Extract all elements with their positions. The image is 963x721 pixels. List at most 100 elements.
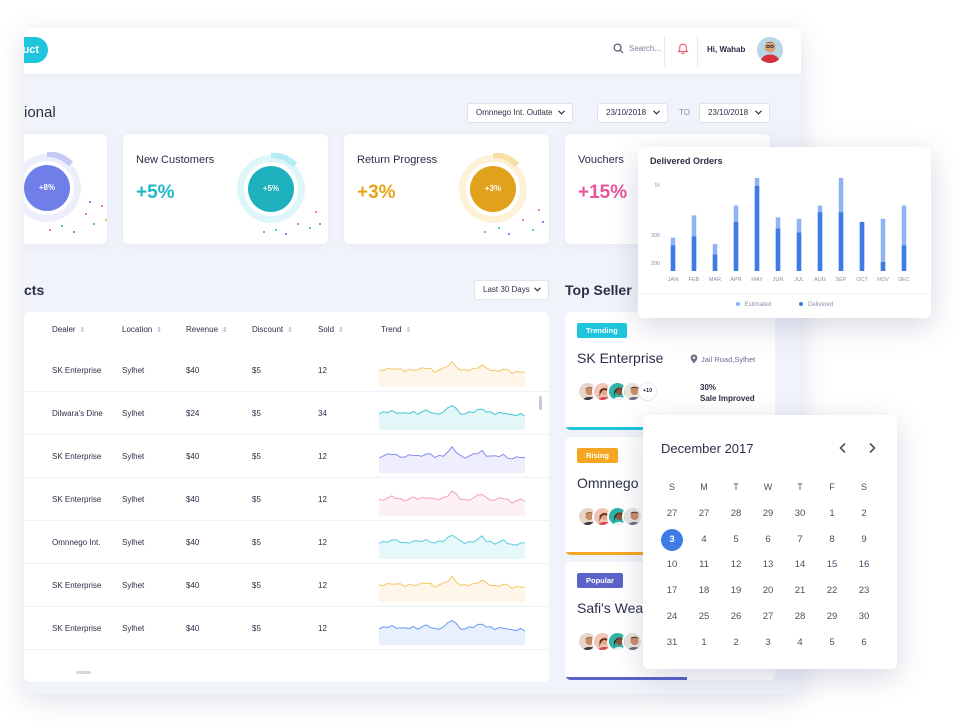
date-to-select[interactable]: 23/10/2018: [699, 103, 770, 123]
chevron-left-icon[interactable]: [836, 441, 850, 455]
search-box[interactable]: Search...: [613, 43, 661, 54]
bar-delivered[interactable]: [775, 228, 781, 271]
bar-estimated[interactable]: [901, 205, 907, 271]
calendar-day[interactable]: 18: [698, 585, 710, 597]
bar-delivered[interactable]: [796, 232, 802, 271]
weekday-label: T: [733, 482, 739, 492]
calendar-day[interactable]: 29: [826, 610, 838, 622]
calendar-day[interactable]: 29: [762, 508, 774, 519]
calendar-day[interactable]: 20: [762, 585, 774, 597]
bar-delivered[interactable]: [859, 221, 865, 271]
table-row[interactable]: SK Enterprise Sylhet $40 $5 12: [24, 607, 549, 650]
calendar-day[interactable]: 27: [762, 610, 774, 622]
bar-delivered[interactable]: [880, 261, 886, 271]
chevron-right-icon[interactable]: [865, 441, 879, 455]
user-avatar[interactable]: [757, 37, 783, 63]
calendar-day[interactable]: 9: [861, 533, 867, 545]
bar-delivered[interactable]: [691, 236, 697, 271]
stat-card-new-customers[interactable]: New Customers +5% +5%: [123, 134, 328, 244]
calendar-day[interactable]: 28: [730, 508, 742, 519]
calendar-day[interactable]: 2: [733, 636, 739, 648]
column-header-dealer[interactable]: Dealer ⇕: [52, 325, 86, 334]
calendar-day[interactable]: 4: [701, 533, 707, 545]
user-greeting[interactable]: Hi, Wahab: [707, 45, 746, 54]
seller-badge: Popular: [577, 573, 623, 588]
avatar: [577, 506, 598, 527]
column-header-location[interactable]: Location ⇕: [122, 325, 163, 334]
legend-item-estimated[interactable]: Estimated: [735, 302, 771, 308]
calendar-day[interactable]: 31: [666, 636, 678, 648]
calendar-day[interactable]: 6: [861, 636, 867, 648]
legend-dot: [799, 302, 803, 307]
outlet-select[interactable]: Omnnego Int. Outlate: [467, 103, 573, 123]
calendar-day[interactable]: 19: [730, 585, 742, 597]
calendar-day[interactable]: 21: [794, 585, 806, 597]
avatar: [622, 506, 643, 527]
calendar-day[interactable]: 27: [666, 508, 678, 519]
calendar-day[interactable]: 16: [858, 559, 870, 571]
table-row[interactable]: Omnnego Int. Sylhet $40 $5 12: [24, 521, 549, 564]
calendar-day[interactable]: 30: [794, 508, 806, 519]
calendar-day[interactable]: 28: [794, 610, 806, 622]
calendar-day[interactable]: 11: [699, 559, 709, 571]
divider: [697, 36, 698, 66]
bar-delivered[interactable]: [817, 212, 823, 271]
bar-estimated[interactable]: [880, 218, 886, 271]
column-header-revenue[interactable]: Revenue ⇕: [186, 325, 228, 334]
legend-item-delivered[interactable]: Delivered: [799, 302, 833, 308]
seller-card-trending[interactable]: Trending SK Enterprise Jail Road,Sylhet …: [565, 312, 775, 430]
table-row[interactable]: SK Enterprise Sylhet $40 $5 12: [24, 349, 549, 392]
trend-sparkline: [379, 445, 525, 473]
bar-delivered[interactable]: [733, 221, 739, 271]
calendar-day[interactable]: 27: [698, 508, 710, 519]
calendar-day[interactable]: 3: [765, 636, 771, 648]
bar-delivered[interactable]: [712, 254, 718, 271]
date-from-select[interactable]: 23/10/2018: [597, 103, 668, 123]
bell-icon[interactable]: [677, 43, 689, 55]
calendar-day[interactable]: 15: [826, 559, 838, 571]
table-row[interactable]: SK Enterprise Sylhet $40 $5 12: [24, 435, 549, 478]
calendar-day[interactable]: 6: [765, 533, 771, 545]
calendar-day[interactable]: 3: [661, 528, 683, 551]
calendar-day[interactable]: 2: [861, 508, 867, 519]
calendar-day[interactable]: 7: [797, 533, 803, 545]
column-header-trend[interactable]: Trend ⇕: [381, 325, 412, 334]
calendar-day[interactable]: 4: [797, 636, 803, 648]
trend-sparkline: [379, 534, 525, 559]
calendar-day[interactable]: 5: [733, 533, 739, 545]
bar-delivered[interactable]: [754, 185, 760, 271]
calendar-day[interactable]: 23: [858, 585, 870, 597]
calendar-day[interactable]: 12: [730, 559, 742, 571]
calendar-day[interactable]: 17: [666, 585, 678, 597]
calendar-day[interactable]: 13: [762, 559, 774, 571]
table-row[interactable]: SK Enterprise Sylhet $40 $5 12: [24, 478, 549, 521]
x-tick-label: SEP: [835, 277, 846, 283]
calendar-day[interactable]: 1: [701, 636, 707, 648]
stat-card-return-progress[interactable]: Return Progress +3% +3%: [344, 134, 549, 244]
bar-delivered[interactable]: [670, 245, 676, 271]
calendar-day[interactable]: 5: [829, 636, 835, 648]
table-row[interactable]: SK Enterprise Sylhet $40 $5 12: [24, 564, 549, 607]
calendar-day[interactable]: 30: [858, 610, 870, 622]
stat-donut: +8%: [24, 151, 83, 224]
calendar-day[interactable]: 10: [666, 559, 678, 571]
calendar-day[interactable]: 26: [730, 610, 742, 622]
bar-delivered[interactable]: [838, 212, 844, 271]
calendar-day[interactable]: 1: [829, 508, 835, 519]
table-row[interactable]: Dilwara's Dine Sylhet $24 $5 34: [24, 392, 549, 435]
calendar-day[interactable]: 14: [794, 559, 806, 571]
bar-delivered[interactable]: [901, 245, 907, 271]
column-header-discount[interactable]: Discount ⇕: [252, 325, 293, 334]
stat-card[interactable]: +8%: [24, 134, 107, 244]
table-scrollbar[interactable]: [539, 396, 542, 410]
brand-button[interactable]: uct: [24, 37, 48, 63]
cell-discount: $5: [252, 409, 261, 418]
column-header-sold[interactable]: Sold ⇕: [318, 325, 344, 334]
table-horizontal-scrollbar[interactable]: [76, 671, 91, 674]
more-avatars-badge[interactable]: +10: [638, 382, 657, 401]
calendar-day[interactable]: 24: [666, 610, 678, 622]
calendar-day[interactable]: 22: [826, 585, 838, 597]
calendar-day[interactable]: 25: [698, 610, 710, 622]
calendar-day[interactable]: 8: [829, 533, 835, 545]
range-select[interactable]: Last 30 Days: [474, 280, 549, 300]
